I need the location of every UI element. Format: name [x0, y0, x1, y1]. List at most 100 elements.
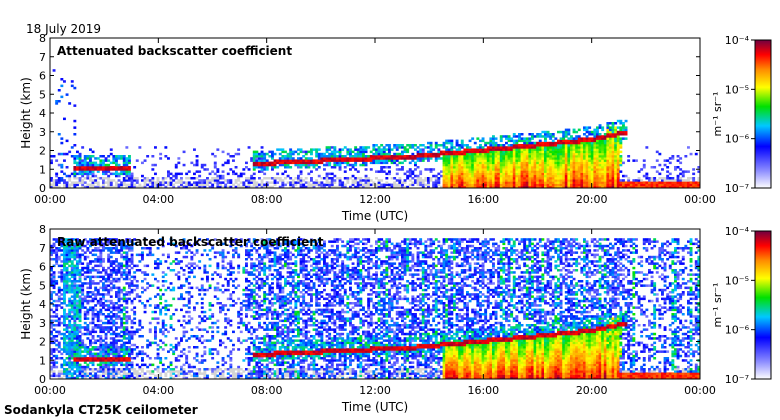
backscatter-cell	[382, 146, 386, 149]
backscatter-cell	[486, 155, 490, 158]
backscatter-cell	[551, 152, 555, 156]
backscatter-cell	[453, 185, 456, 189]
backscatter-cell	[107, 348, 111, 351]
backscatter-cell	[346, 161, 350, 165]
backscatter-cell	[388, 170, 391, 173]
backscatter-cell	[395, 163, 399, 167]
backscatter-cell	[133, 185, 137, 189]
backscatter-cell	[76, 339, 79, 342]
backscatter-cell	[91, 317, 95, 320]
backscatter-cell	[263, 172, 267, 176]
backscatter-cell	[585, 174, 589, 178]
backscatter-cell	[614, 159, 618, 162]
backscatter-cell	[52, 372, 56, 375]
backscatter-cell	[70, 260, 74, 263]
backscatter-cell	[609, 170, 612, 173]
backscatter-cell	[562, 170, 566, 173]
backscatter-cell	[468, 157, 472, 160]
backscatter-cell	[447, 157, 451, 160]
backscatter-cell	[70, 326, 74, 329]
backscatter-cell	[109, 255, 113, 259]
backscatter-cell	[515, 135, 519, 138]
noise-cell	[408, 179, 412, 182]
backscatter-cell	[70, 255, 74, 259]
backscatter-cell	[523, 148, 527, 151]
backscatter-cell	[494, 161, 498, 165]
backscatter-cell	[583, 157, 586, 160]
backscatter-cell	[169, 282, 173, 285]
backscatter-cell	[531, 168, 534, 171]
backscatter-cell	[185, 361, 189, 364]
backscatter-cell	[96, 348, 100, 351]
backscatter-cell	[55, 238, 59, 241]
backscatter-cell	[476, 181, 480, 184]
noise-cell	[403, 181, 407, 184]
backscatter-cell	[328, 146, 332, 149]
backscatter-cell	[588, 130, 592, 134]
backscatter-cell	[601, 146, 605, 149]
backscatter-cell	[73, 247, 77, 250]
backscatter-cell	[442, 170, 446, 173]
noise-cell	[156, 181, 160, 184]
backscatter-cell	[502, 150, 506, 154]
backscatter-cell	[128, 339, 131, 342]
backscatter-cell	[109, 264, 113, 268]
backscatter-cell	[187, 170, 191, 173]
backscatter-cell	[414, 181, 417, 184]
backscatter-cell	[611, 152, 615, 156]
backscatter-cell	[96, 249, 100, 252]
backscatter-cell	[133, 179, 137, 182]
backscatter-cell	[497, 155, 501, 158]
backscatter-cell	[557, 183, 560, 187]
backscatter-cell	[502, 168, 506, 171]
backscatter-cell	[78, 299, 82, 303]
noise-cell	[252, 181, 256, 184]
backscatter-cell	[76, 291, 79, 294]
backscatter-cell	[68, 150, 72, 154]
backscatter-cell	[343, 146, 347, 149]
backscatter-cell	[63, 247, 66, 250]
backscatter-cell	[102, 155, 105, 158]
backscatter-cell	[468, 183, 472, 187]
backscatter-cell	[55, 280, 59, 283]
noise-cell	[91, 376, 95, 380]
backscatter-cell	[505, 166, 508, 169]
backscatter-cell	[533, 157, 537, 160]
backscatter-cell	[336, 161, 339, 165]
backscatter-cell	[68, 280, 72, 283]
backscatter-cell	[83, 299, 87, 303]
backscatter-cell	[609, 144, 612, 147]
backscatter-cell	[640, 168, 644, 171]
backscatter-cell	[533, 163, 537, 167]
backscatter-cell	[593, 181, 597, 184]
backscatter-cell	[499, 135, 503, 138]
backscatter-cell	[172, 179, 176, 182]
noise-cell	[159, 185, 163, 189]
backscatter-cell	[177, 172, 181, 176]
noise-cell	[203, 183, 207, 187]
backscatter-cell	[492, 172, 495, 176]
backscatter-cell	[65, 348, 69, 351]
backscatter-cell	[128, 357, 131, 360]
backscatter-cell	[115, 269, 118, 272]
backscatter-cell	[63, 295, 66, 298]
backscatter-cell	[356, 155, 360, 158]
backscatter-cell	[57, 297, 61, 301]
backscatter-cell	[102, 368, 105, 371]
backscatter-cell	[455, 150, 459, 154]
backscatter-cell	[601, 141, 605, 145]
backscatter-cell	[588, 170, 592, 173]
backscatter-cell	[102, 293, 105, 296]
backscatter-cell	[138, 350, 142, 353]
backscatter-cell	[609, 168, 612, 171]
backscatter-cell	[252, 150, 256, 154]
backscatter-cell	[109, 148, 113, 151]
backscatter-cell	[479, 155, 482, 158]
backscatter-cell	[380, 161, 384, 165]
backscatter-cell	[159, 295, 163, 298]
backscatter-cell	[406, 155, 410, 158]
backscatter-cell	[471, 163, 475, 167]
backscatter-cell	[640, 181, 644, 184]
backscatter-cell	[596, 163, 599, 167]
backscatter-cell	[616, 119, 620, 123]
